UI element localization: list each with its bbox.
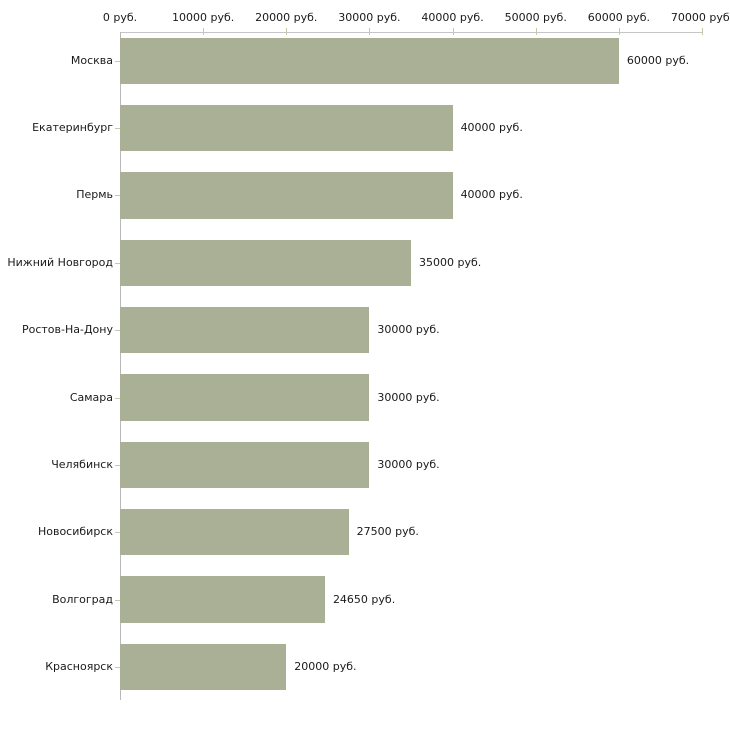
category-label: Волгоград: [52, 592, 113, 606]
value-label: 30000 руб.: [377, 323, 440, 337]
x-tick-mark: [286, 28, 288, 35]
bar: [120, 374, 370, 421]
x-tick-mark: [452, 28, 454, 35]
x-tick-label: 10000 руб.: [172, 11, 235, 24]
category-tick-mark: [115, 464, 122, 466]
category-tick-mark: [115, 60, 122, 62]
category-label: Красноярск: [45, 659, 113, 673]
value-label: 35000 руб.: [419, 255, 482, 269]
bar: [120, 172, 453, 219]
value-label: 40000 руб.: [460, 188, 523, 202]
bar: [120, 37, 619, 84]
category-tick-mark: [115, 599, 122, 601]
value-label: 20000 руб.: [294, 659, 357, 673]
bar: [120, 306, 370, 354]
value-label: 27500 руб.: [356, 525, 419, 539]
value-label: 60000 руб.: [626, 53, 690, 67]
x-tick-mark: [535, 28, 537, 35]
category-label: Москва: [70, 53, 113, 67]
x-tick-mark: [618, 28, 620, 35]
x-tick-mark: [702, 28, 703, 35]
bar: [120, 508, 349, 556]
y-axis-line: [120, 32, 121, 700]
x-tick-mark: [369, 28, 371, 35]
bar: [120, 441, 370, 489]
value-label: 30000 руб.: [377, 457, 440, 471]
category-tick-mark: [115, 262, 122, 264]
x-tick-label: 70000 руб.: [670, 11, 730, 24]
x-tick-mark: [203, 28, 205, 35]
category-label: Пермь: [76, 188, 113, 202]
bar: [120, 643, 287, 691]
category-tick-mark: [115, 532, 122, 534]
category-label: Новосибирск: [37, 525, 113, 539]
category-tick-mark: [115, 397, 122, 399]
category-tick-mark: [115, 330, 122, 332]
category-label: Челябинск: [51, 457, 113, 471]
x-tick-label: 50000 руб.: [504, 11, 567, 24]
value-label: 30000 руб.: [377, 390, 440, 404]
value-label: 40000 руб.: [460, 121, 523, 135]
category-label: Самара: [69, 390, 113, 404]
category-tick-mark: [115, 666, 122, 668]
category-label: Екатеринбург: [32, 121, 113, 135]
x-tick-label: 60000 руб.: [587, 11, 650, 24]
x-tick-label: 0 руб.: [102, 11, 138, 24]
category-label: Нижний Новгород: [7, 255, 113, 269]
x-tick-label: 40000 руб.: [421, 11, 484, 24]
x-axis-line: [120, 32, 702, 33]
x-tick-label: 20000 руб.: [255, 11, 318, 24]
x-tick-label: 30000 руб.: [338, 11, 401, 24]
category-tick-mark: [115, 195, 122, 197]
category-label: Ростов-На-Дону: [21, 323, 113, 337]
value-label: 24650 руб.: [332, 592, 396, 606]
bar: [120, 576, 325, 623]
bar: [120, 104, 453, 152]
bar: [120, 239, 411, 287]
category-tick-mark: [115, 128, 122, 130]
